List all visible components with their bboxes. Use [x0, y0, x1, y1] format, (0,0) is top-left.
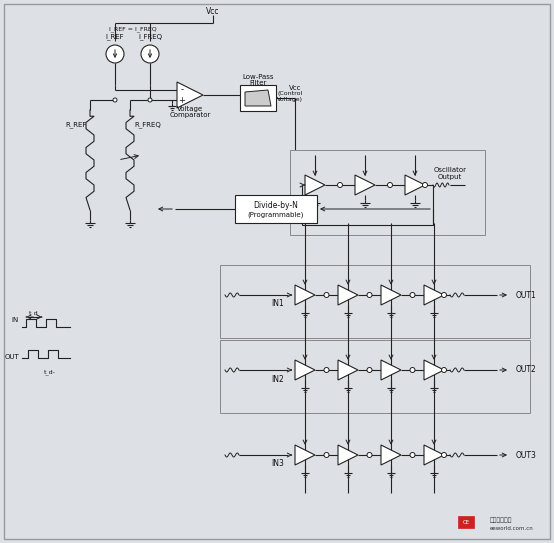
Bar: [220, 340, 530, 413]
Text: (Control: (Control: [278, 92, 302, 97]
Text: t_d: t_d: [29, 310, 39, 316]
Circle shape: [442, 368, 447, 372]
Bar: [290, 150, 485, 235]
Circle shape: [367, 293, 372, 298]
Text: Voltage
Comparator: Voltage Comparator: [170, 105, 211, 118]
Polygon shape: [295, 445, 315, 465]
Text: Filter: Filter: [249, 80, 266, 86]
Text: I_FREQ: I_FREQ: [138, 34, 162, 40]
Text: Low-Pass: Low-Pass: [242, 74, 274, 80]
Text: 电子工程世界: 电子工程世界: [490, 517, 512, 523]
Text: R_REF: R_REF: [65, 122, 87, 128]
Text: Vcc: Vcc: [206, 7, 220, 16]
Text: IN1: IN1: [271, 300, 284, 308]
Circle shape: [113, 98, 117, 102]
Bar: [240, 85, 276, 111]
Polygon shape: [245, 90, 271, 106]
Text: OUT1: OUT1: [516, 291, 537, 300]
Text: Voltage): Voltage): [277, 98, 303, 103]
Polygon shape: [381, 285, 401, 305]
Circle shape: [367, 368, 372, 372]
Bar: [235, 195, 317, 223]
Text: -: -: [181, 85, 183, 94]
Circle shape: [324, 368, 329, 372]
Text: Oscillator
Output: Oscillator Output: [433, 167, 466, 180]
Polygon shape: [338, 285, 358, 305]
Circle shape: [324, 452, 329, 458]
Circle shape: [423, 182, 428, 187]
Circle shape: [367, 452, 372, 458]
Polygon shape: [424, 445, 444, 465]
Bar: [220, 265, 530, 338]
Polygon shape: [305, 175, 325, 195]
Circle shape: [410, 452, 415, 458]
Bar: [458, 516, 474, 528]
Text: OUT3: OUT3: [516, 451, 537, 459]
Polygon shape: [355, 175, 375, 195]
Circle shape: [387, 182, 392, 187]
Text: I_REF = I_FREQ: I_REF = I_FREQ: [109, 26, 157, 32]
Circle shape: [141, 45, 159, 63]
Circle shape: [442, 293, 447, 298]
Circle shape: [337, 182, 342, 187]
Text: t_d-: t_d-: [44, 369, 56, 375]
Polygon shape: [338, 360, 358, 380]
Circle shape: [106, 45, 124, 63]
Polygon shape: [295, 285, 315, 305]
Polygon shape: [381, 360, 401, 380]
Polygon shape: [295, 360, 315, 380]
Text: CE: CE: [463, 520, 470, 525]
Text: IN2: IN2: [271, 375, 284, 383]
Polygon shape: [424, 285, 444, 305]
Polygon shape: [381, 445, 401, 465]
Text: (Programmable): (Programmable): [248, 212, 304, 218]
Text: IN3: IN3: [271, 459, 284, 469]
Circle shape: [410, 368, 415, 372]
Circle shape: [324, 293, 329, 298]
Polygon shape: [405, 175, 425, 195]
Circle shape: [410, 293, 415, 298]
Text: OUT: OUT: [4, 354, 19, 360]
Text: +: +: [178, 96, 186, 105]
Text: I_REF: I_REF: [106, 34, 124, 40]
Circle shape: [148, 98, 152, 102]
Text: OUT2: OUT2: [516, 365, 537, 375]
Circle shape: [442, 452, 447, 458]
Text: eeworld.com.cn: eeworld.com.cn: [490, 526, 534, 531]
Text: R_FREQ: R_FREQ: [134, 122, 161, 128]
Text: IN: IN: [12, 317, 19, 323]
Polygon shape: [424, 360, 444, 380]
Polygon shape: [177, 82, 203, 108]
Text: Vcc: Vcc: [289, 85, 301, 91]
Polygon shape: [338, 445, 358, 465]
Text: Divide-by-N: Divide-by-N: [254, 200, 299, 210]
